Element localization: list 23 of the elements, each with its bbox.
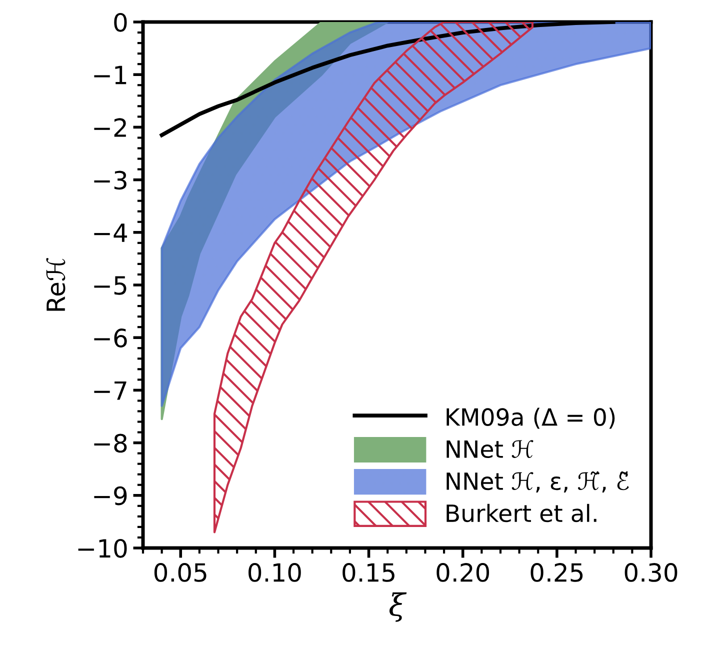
x-tick-label: 0.15 <box>342 563 394 582</box>
y-axis-title: Reℋ <box>46 258 66 311</box>
y-tick-label: −5 <box>94 276 126 295</box>
y-tick-label: −2 <box>94 118 126 137</box>
x-tick-label: 0.10 <box>248 563 301 582</box>
y-tick-label: −3 <box>94 170 126 190</box>
y-tick-label: −10 <box>78 538 127 558</box>
legend-label: Burkert et al. <box>446 504 596 522</box>
y-tick-label: −4 <box>94 224 128 242</box>
x-tick-label: 0.20 <box>436 563 490 582</box>
x-tick-label: 0.30 <box>624 563 678 582</box>
y-tick-label: −7 <box>94 381 126 400</box>
legend-label: NNet ℋ <box>446 440 534 458</box>
y-tick-label: −8 <box>94 434 127 453</box>
y-tick-label: −1 <box>94 66 126 84</box>
x-tick-label: 0.25 <box>530 563 583 582</box>
legend-label: KM09a (Δ = 0) <box>446 408 615 429</box>
legend-label: NNet ℋ, ε, ℋ̃, ℰ̃ <box>446 471 629 493</box>
x-tick-label: 0.05 <box>154 563 206 582</box>
x-axis-title: ξ <box>389 592 407 622</box>
y-tick-label: −9 <box>94 486 127 506</box>
y-tick-label: −6 <box>94 328 127 348</box>
y-tick-label: 0 <box>114 12 127 32</box>
